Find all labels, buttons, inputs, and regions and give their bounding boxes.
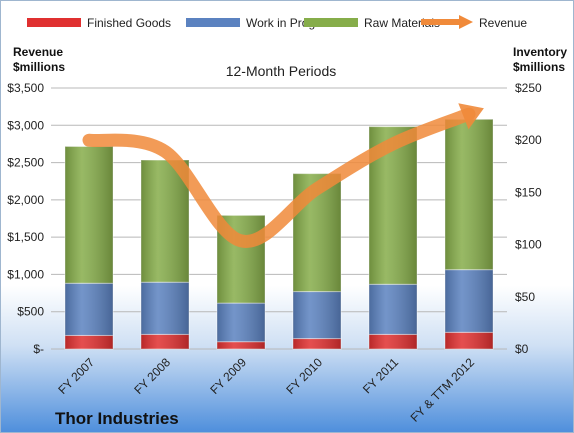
left-tick-label: $- (33, 342, 44, 356)
bar-work-in-progress-shade (369, 284, 417, 335)
bar-finished-goods-shade (65, 335, 113, 349)
bars (64, 118, 494, 350)
legend-swatch-finished-goods (27, 18, 81, 27)
right-tick-label: $150 (515, 185, 542, 199)
left-tick-label: $1,500 (7, 230, 44, 244)
gridlines (51, 87, 507, 350)
left-tick-label: $500 (17, 305, 44, 319)
left-tick-label: $2,500 (7, 156, 44, 170)
right-axis-title-line1: Inventory (513, 45, 567, 59)
revenue-line (82, 107, 476, 248)
bar-work-in-progress-shade (293, 291, 341, 339)
right-tick-label: $200 (515, 133, 542, 147)
x-tick-label: FY 2011 (360, 355, 401, 396)
x-tick-label: FY 2007 (55, 355, 97, 397)
bar-finished-goods-shade (141, 334, 189, 349)
legend: Finished Goods Work in Progress Raw Mate… (27, 15, 527, 30)
right-axis-title-line2: $millions (513, 60, 565, 74)
x-tick-label: FY 2009 (207, 355, 249, 397)
left-tick-label: $3,000 (7, 118, 44, 132)
left-axis-title-line2: $millions (13, 60, 65, 74)
legend-swatch-raw-materials (304, 18, 358, 27)
right-tick-label: $0 (515, 342, 529, 356)
left-tick-label: $1,000 (7, 267, 44, 281)
left-tick-label: $3,500 (7, 81, 44, 95)
x-tick-label: FY 2010 (283, 355, 325, 397)
chart-title: 12-Month Periods (226, 63, 337, 79)
right-tick-label: $50 (515, 290, 535, 304)
revenue-arrowhead (458, 103, 484, 130)
left-tick-label: $2,000 (7, 193, 44, 207)
company-name: Thor Industries (55, 409, 179, 428)
left-axis-title-line1: Revenue (13, 45, 63, 59)
bar-raw-materials-shade (65, 146, 113, 284)
bar-work-in-progress-shade (445, 269, 493, 333)
right-tick-label: $250 (515, 81, 542, 95)
bar-finished-goods-shade (217, 341, 265, 349)
bar-work-in-progress-shade (65, 283, 113, 336)
bar-finished-goods-shade (369, 334, 417, 349)
right-tick-label: $100 (515, 238, 542, 252)
legend-label-revenue: Revenue (479, 16, 527, 30)
legend-swatch-work-in-progress (186, 18, 240, 27)
legend-swatch-revenue (421, 15, 473, 29)
left-axis-ticks: $- $500 $1,000 $1,500 $2,000 $2,500 $3,000 $3,5… (7, 81, 44, 356)
bar-raw-materials-shade (445, 119, 493, 270)
bar-work-in-progress-shade (217, 303, 265, 342)
bar-finished-goods-shade (293, 338, 341, 349)
x-tick-label: FY & TTM 2012 (408, 355, 478, 425)
right-axis-ticks: $0 $50 $100 $150 $200 $250 (515, 81, 542, 356)
legend-label-finished-goods: Finished Goods (87, 16, 171, 30)
x-tick-label: FY 2008 (131, 355, 173, 397)
revenue-line-group (82, 103, 484, 248)
bar-finished-goods-shade (445, 332, 493, 349)
bar-raw-materials-shade (141, 160, 189, 283)
bar-work-in-progress-shade (141, 282, 189, 335)
